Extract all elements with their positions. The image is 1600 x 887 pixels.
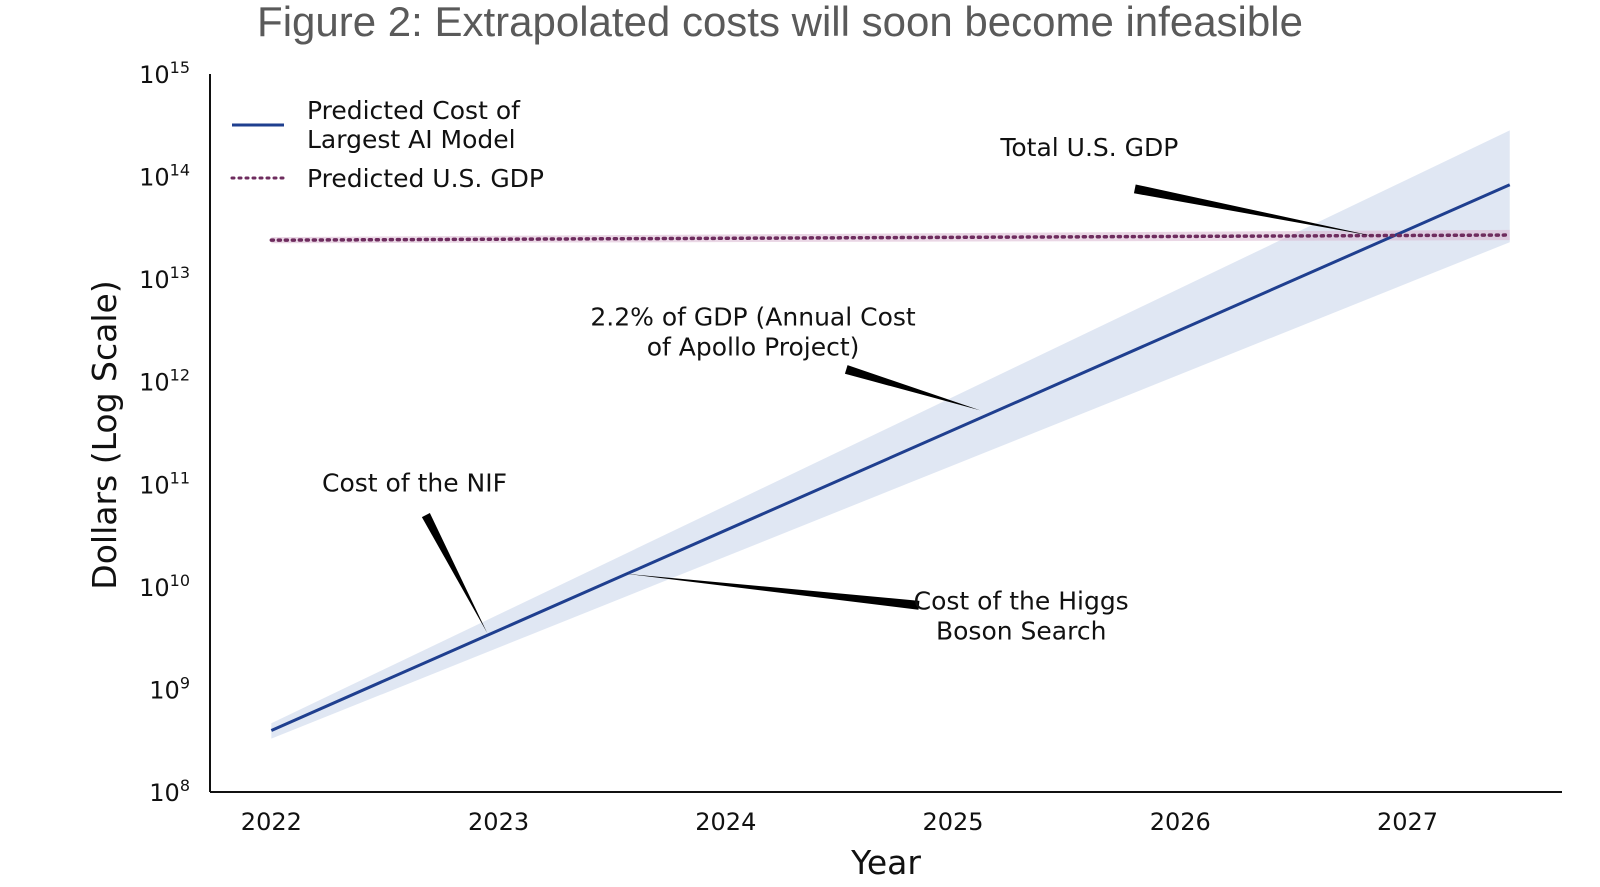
annotation-text-higgs: Cost of the Higgs Boson Search — [914, 586, 1129, 645]
x-tick-labels: 2022 2023 2024 2025 2026 2027 — [241, 808, 1438, 836]
x-tick-label: 2026 — [1150, 808, 1211, 836]
series-0-line — [270, 183, 1511, 732]
y-tick-label: 1012 — [139, 366, 190, 397]
series-1-line — [269, 233, 1512, 242]
annotation-text-gdp: Total U.S. GDP — [999, 133, 1178, 162]
series-lines — [269, 183, 1512, 732]
annotation-arrow-higgs — [623, 573, 920, 610]
y-tick-label: 1013 — [139, 263, 190, 294]
annotation-text-apollo: 2.2% of GDP (Annual Cost of Apollo Projec… — [590, 302, 916, 361]
annotation-arrow-apollo — [844, 365, 981, 411]
y-axis-label: Dollars (Log Scale) — [85, 280, 124, 589]
y-tick-label: 1011 — [139, 468, 190, 499]
annotation-arrow-gdp — [1133, 184, 1374, 237]
y-tick-label: 1015 — [139, 58, 190, 89]
x-tick-label: 2027 — [1377, 808, 1438, 836]
legend-label-1: Predicted U.S. GDP — [307, 164, 544, 193]
x-tick-label: 2023 — [468, 808, 529, 836]
annotation-arrow-nif — [421, 512, 488, 634]
legend: Predicted Cost of Largest AI Model Predict… — [230, 96, 544, 193]
x-tick-label: 2022 — [241, 808, 302, 836]
y-tick-label: 108 — [149, 776, 190, 807]
y-tick-labels: 108 109 1010 1011 1012 1013 1014 1015 — [139, 58, 190, 807]
annotation-text-nif: Cost of the NIF — [322, 468, 507, 497]
x-tick-label: 2024 — [695, 808, 756, 836]
legend-label-0: Predicted Cost of Largest AI Model — [307, 96, 521, 154]
chart-title: Figure 2: Extrapolated costs will soon b… — [257, 0, 1303, 45]
y-tick-label: 1014 — [139, 161, 190, 192]
annotations: Cost of the NIF Cost of the Higgs Boson Se… — [322, 133, 1374, 645]
x-tick-label: 2025 — [922, 808, 983, 836]
series-0-band — [271, 130, 1510, 739]
x-axis-label: Year — [850, 843, 921, 882]
y-tick-label: 109 — [149, 673, 190, 704]
y-tick-label: 1010 — [139, 571, 190, 602]
